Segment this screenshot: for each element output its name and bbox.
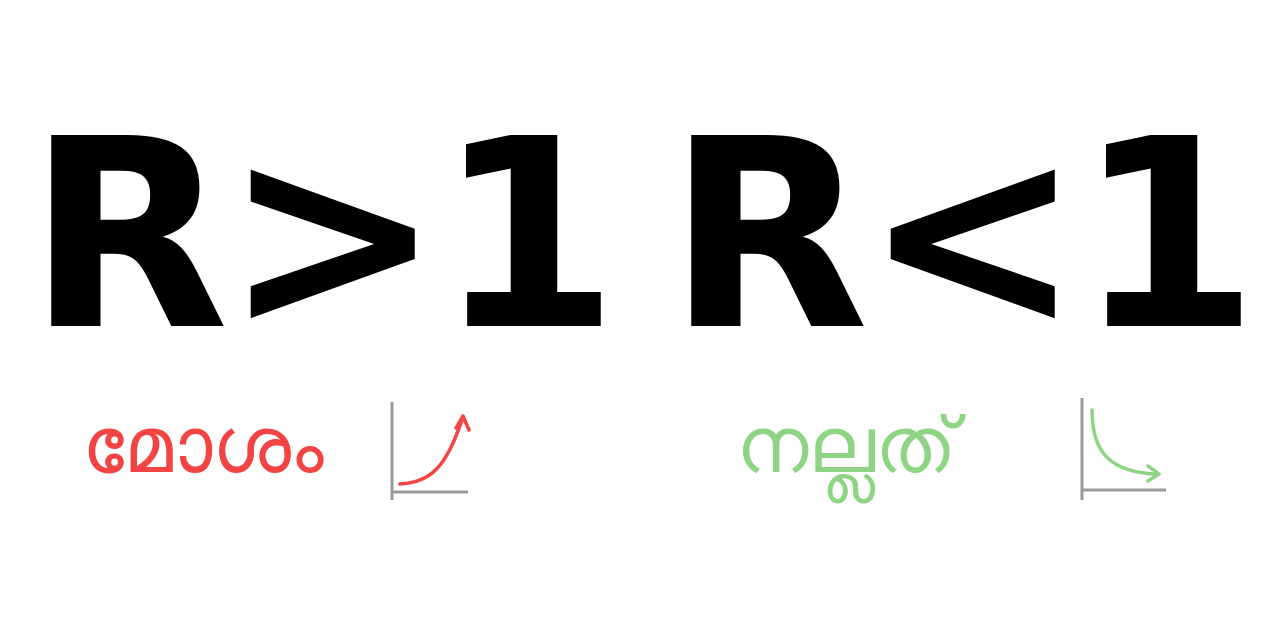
caption-bad: മോശം xyxy=(82,401,324,491)
rising-arrowhead xyxy=(454,414,471,432)
panel-r-less-than-one: R<1 നല്ലത് xyxy=(640,0,1280,640)
formula-r-greater-than-one: R>1 xyxy=(27,83,619,388)
caption-good: നല്ലത് xyxy=(736,401,957,491)
rising-curve xyxy=(398,418,464,486)
falling-curve xyxy=(1090,408,1158,476)
formula-r-less-than-one: R<1 xyxy=(667,83,1259,388)
rising-trend-icon xyxy=(390,402,471,500)
panel-r-greater-than-one: R>1 മോശം xyxy=(27,83,619,500)
falling-arrowhead xyxy=(1146,464,1161,483)
falling-trend-icon xyxy=(1080,398,1166,500)
